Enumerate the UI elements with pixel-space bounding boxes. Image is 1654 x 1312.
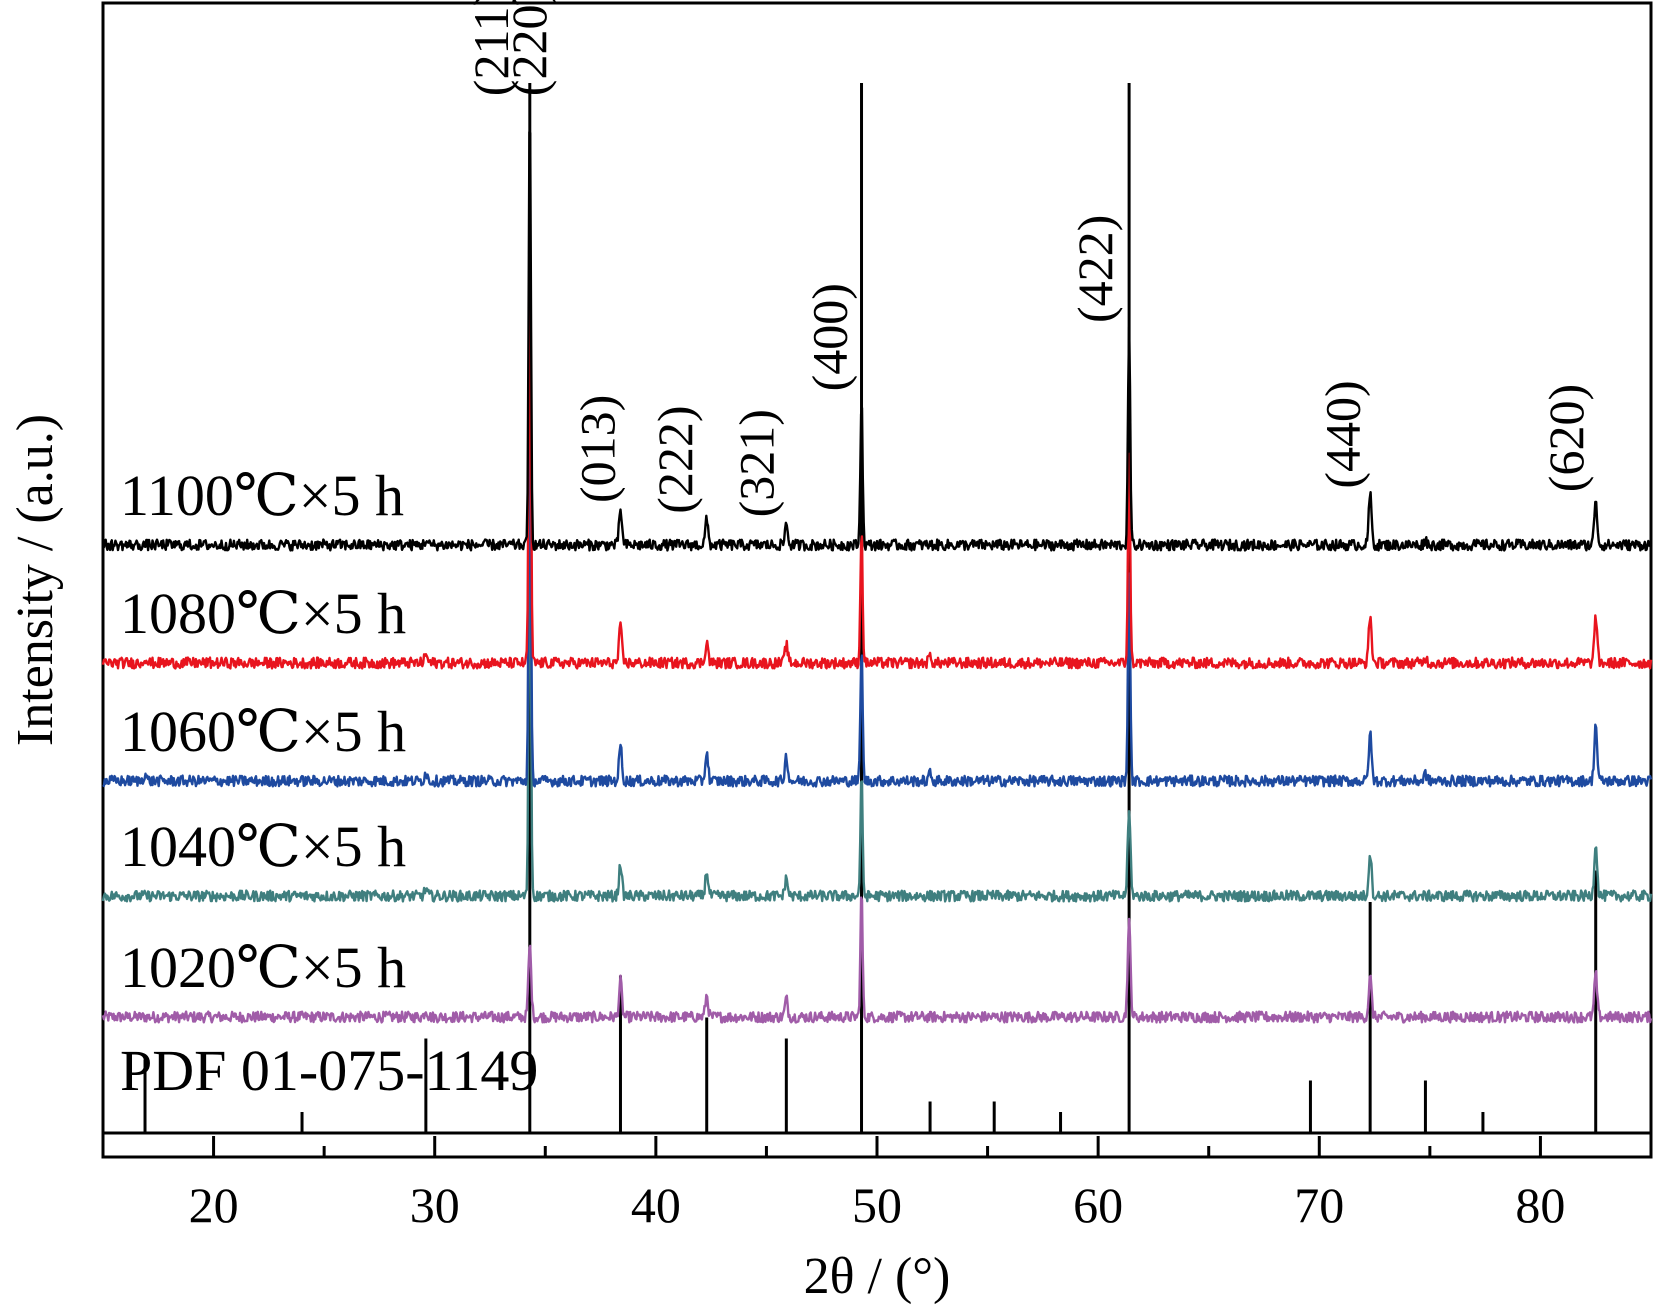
peak-label: (321) [729,409,785,517]
x-tick-label: 80 [1515,1177,1565,1233]
series-label: 1040℃×5 h [120,814,406,879]
x-tick-label: 40 [631,1177,681,1233]
series-label: 1080℃×5 h [120,581,406,646]
peak-label: (220) [501,0,557,96]
y-axis-title: Intensity / (a.u.) [7,414,64,746]
series-line [101,896,1653,1024]
x-tick-label: 70 [1294,1177,1344,1233]
peak-label: (620) [1538,384,1594,492]
x-ticks: 20 30 40 50 60 70 80 [101,1136,1653,1233]
peak-label: (013) [569,395,625,503]
series-traces [101,130,1653,1024]
x-tick-label: 50 [852,1177,902,1233]
series-label: 1100℃×5 h [120,463,404,528]
series-line [102,130,1653,552]
x-tick-label: 20 [189,1177,239,1233]
peak-label: (211) [463,0,519,96]
x-tick-label: 60 [1073,1177,1123,1233]
x-axis-title: 2θ / (°) [804,1248,951,1305]
series-line [101,270,1653,670]
peak-annotations: (211)(220) (013) (222) (321) (400) (422) (440)… [463,0,1594,517]
series-line [102,412,1653,788]
peak-label: (440) [1315,380,1371,488]
series-label: 1020℃×5 h [120,935,406,1000]
peak-label: (400) [802,283,858,391]
peak-label: (222) [647,405,703,513]
reference-label: PDF 01-075-1149 [120,1038,538,1103]
peak-label: (422) [1067,215,1123,323]
series-line [101,511,1653,903]
series-label: 1060℃×5 h [120,699,406,764]
x-tick-label: 30 [410,1177,460,1233]
series-labels: 1100℃×5 h 1080℃×5 h 1060℃×5 h 1040℃×5 h 1020… [120,463,538,1103]
